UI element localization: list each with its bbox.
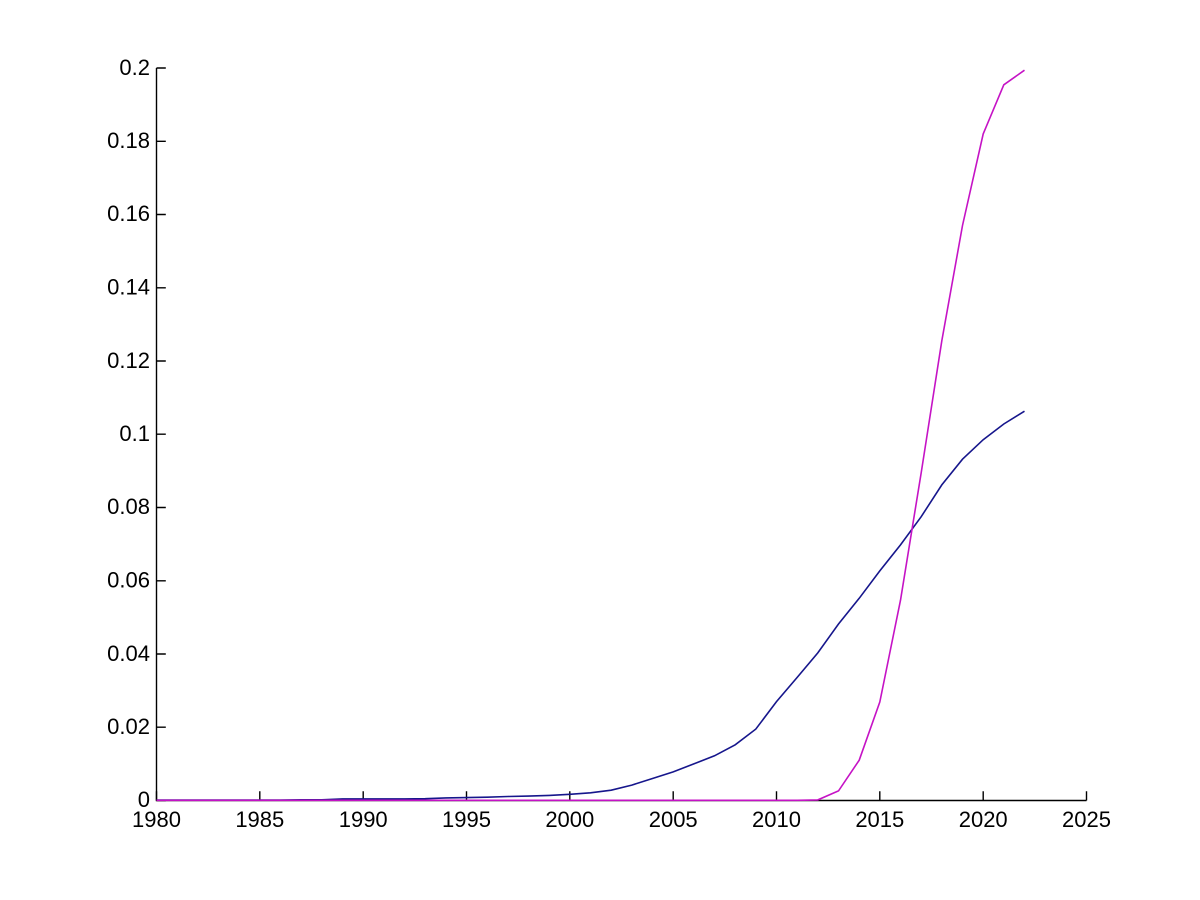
svg-text:2000: 2000	[545, 807, 594, 832]
svg-text:0.18: 0.18	[107, 128, 150, 153]
svg-text:0.2: 0.2	[119, 55, 150, 80]
svg-text:2015: 2015	[855, 807, 904, 832]
svg-text:0.1: 0.1	[119, 421, 150, 446]
svg-text:0.04: 0.04	[107, 641, 150, 666]
svg-text:1990: 1990	[339, 807, 388, 832]
svg-text:2005: 2005	[649, 807, 698, 832]
svg-text:1995: 1995	[442, 807, 491, 832]
svg-text:0.06: 0.06	[107, 568, 150, 593]
svg-text:1985: 1985	[235, 807, 284, 832]
svg-text:0.12: 0.12	[107, 348, 150, 373]
svg-text:0.08: 0.08	[107, 494, 150, 519]
svg-text:0.02: 0.02	[107, 714, 150, 739]
svg-text:1980: 1980	[132, 807, 181, 832]
svg-text:2020: 2020	[959, 807, 1008, 832]
svg-text:0.14: 0.14	[107, 275, 150, 300]
svg-text:2025: 2025	[1062, 807, 1111, 832]
svg-text:0.16: 0.16	[107, 201, 150, 226]
svg-text:0: 0	[138, 787, 150, 812]
svg-text:2010: 2010	[752, 807, 801, 832]
